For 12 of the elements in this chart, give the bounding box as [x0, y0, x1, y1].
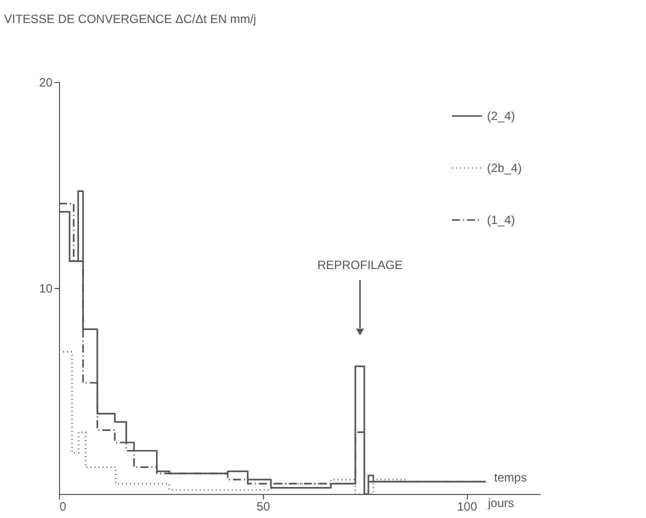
legend-label: (2_4) [487, 109, 516, 123]
legend-label: (1_4) [487, 213, 516, 227]
x-tick-label: 0 [60, 500, 66, 514]
text: jours [487, 496, 514, 510]
x-axis-title: temps [494, 470, 527, 484]
legend-label: (2b_4) [487, 161, 522, 175]
y-tick-label: 20 [39, 76, 53, 90]
x-tick-label: 100 [457, 500, 478, 514]
y-tick-label: 10 [39, 282, 53, 296]
annotation: REPROFILAGE [317, 258, 403, 272]
y-axis-title: VITESSE DE CONVERGENCE ΔC/Δt EN mm/j [4, 12, 256, 26]
x-tick-label: 50 [256, 500, 270, 514]
